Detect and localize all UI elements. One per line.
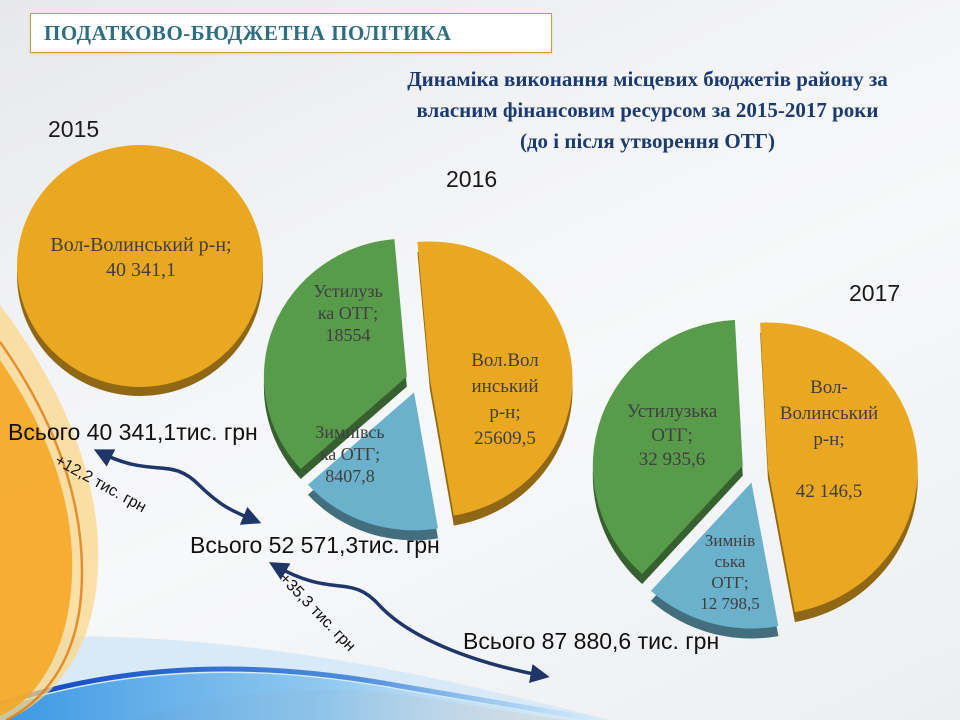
- cyan-wave-band: [0, 672, 600, 720]
- growth-arrow-2015-2016: [93, 449, 262, 525]
- year-label-2017: 2017: [849, 280, 901, 306]
- pie-slice: [307, 392, 438, 531]
- total-label-2017: Всього 87 880,6 тис. грн: [463, 628, 720, 654]
- slide-title: ПОДАТКОВО-БЮДЖЕТНА ПОЛІТИКА: [44, 20, 452, 45]
- left-orange-ribbon: [0, 360, 73, 716]
- slide-title-box: ПОДАТКОВО-БЮДЖЕТНА ПОЛІТИКА: [30, 13, 552, 53]
- pie-slice: [592, 319, 743, 574]
- pie-slice: [417, 241, 573, 516]
- left-orange-edge: [0, 341, 84, 720]
- year-label-2015: 2015: [48, 116, 100, 142]
- pie-slice: [263, 239, 407, 469]
- pie-slice: [17, 145, 263, 387]
- pie-slice: [760, 322, 918, 613]
- year-label-2016: 2016: [446, 166, 498, 192]
- growth-arrow-2016-2017: [268, 562, 550, 684]
- chart-heading: Динаміка виконання місцевих бюджетів рай…: [407, 67, 888, 153]
- total-label-2015: Всього 40 341,1тис. грн: [8, 419, 258, 445]
- total-label-2016: Всього 52 571,3тис. грн: [190, 532, 440, 558]
- pie-slice: [650, 482, 779, 629]
